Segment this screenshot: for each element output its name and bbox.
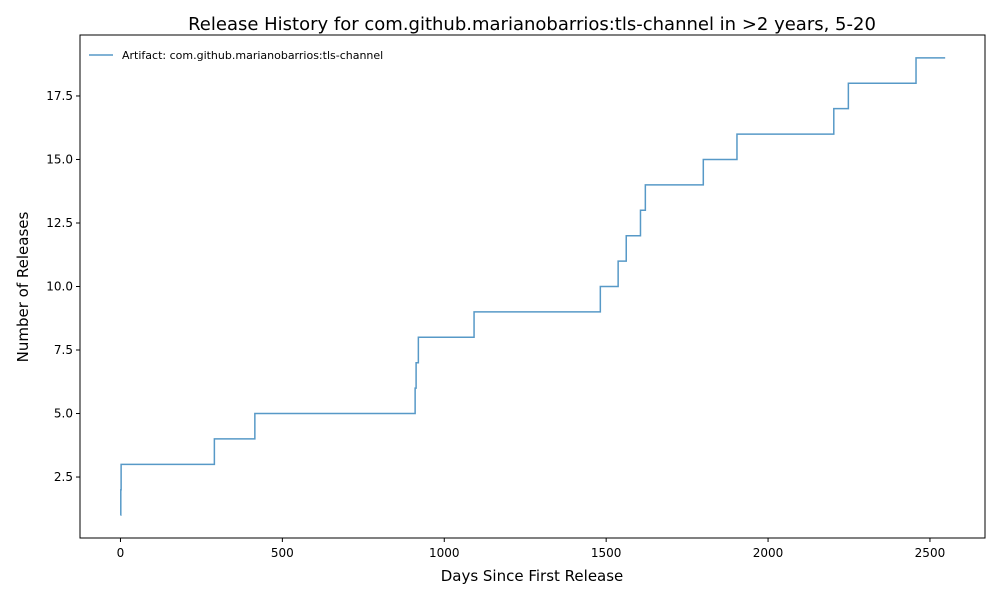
y-tick-label: 7.5 [54, 343, 73, 357]
y-tick-label: 10.0 [46, 280, 73, 294]
x-tick-label: 1500 [591, 546, 622, 560]
legend: Artifact: com.github.marianobarrios:tls-… [89, 49, 383, 62]
y-axis-label: Number of Releases [14, 211, 32, 362]
series-layer [120, 57, 946, 516]
y-tick-label: 12.5 [46, 216, 73, 230]
y-axis-ticks: 2.5 5.0 7.5 10.0 12.5 15.0 17.5 [46, 89, 80, 484]
x-tick-label: 2500 [915, 546, 946, 560]
x-tick-label: 0 [117, 546, 125, 560]
x-tick-label: 500 [271, 546, 294, 560]
series-line [120, 57, 946, 516]
y-tick-label: 2.5 [54, 470, 73, 484]
x-tick-label: 1000 [429, 546, 460, 560]
x-tick-label: 2000 [753, 546, 784, 560]
y-tick-label: 15.0 [46, 152, 73, 166]
plot-frame [79, 34, 986, 539]
y-tick-label: 17.5 [46, 89, 73, 103]
x-axis-label: Days Since First Release [441, 567, 624, 585]
legend-label: Artifact: com.github.marianobarrios:tls-… [122, 49, 383, 62]
chart-title: Release History for com.github.marianoba… [188, 14, 876, 35]
x-axis-ticks: 0 500 1000 1500 2000 2500 [117, 538, 946, 560]
y-tick-label: 5.0 [54, 407, 73, 421]
